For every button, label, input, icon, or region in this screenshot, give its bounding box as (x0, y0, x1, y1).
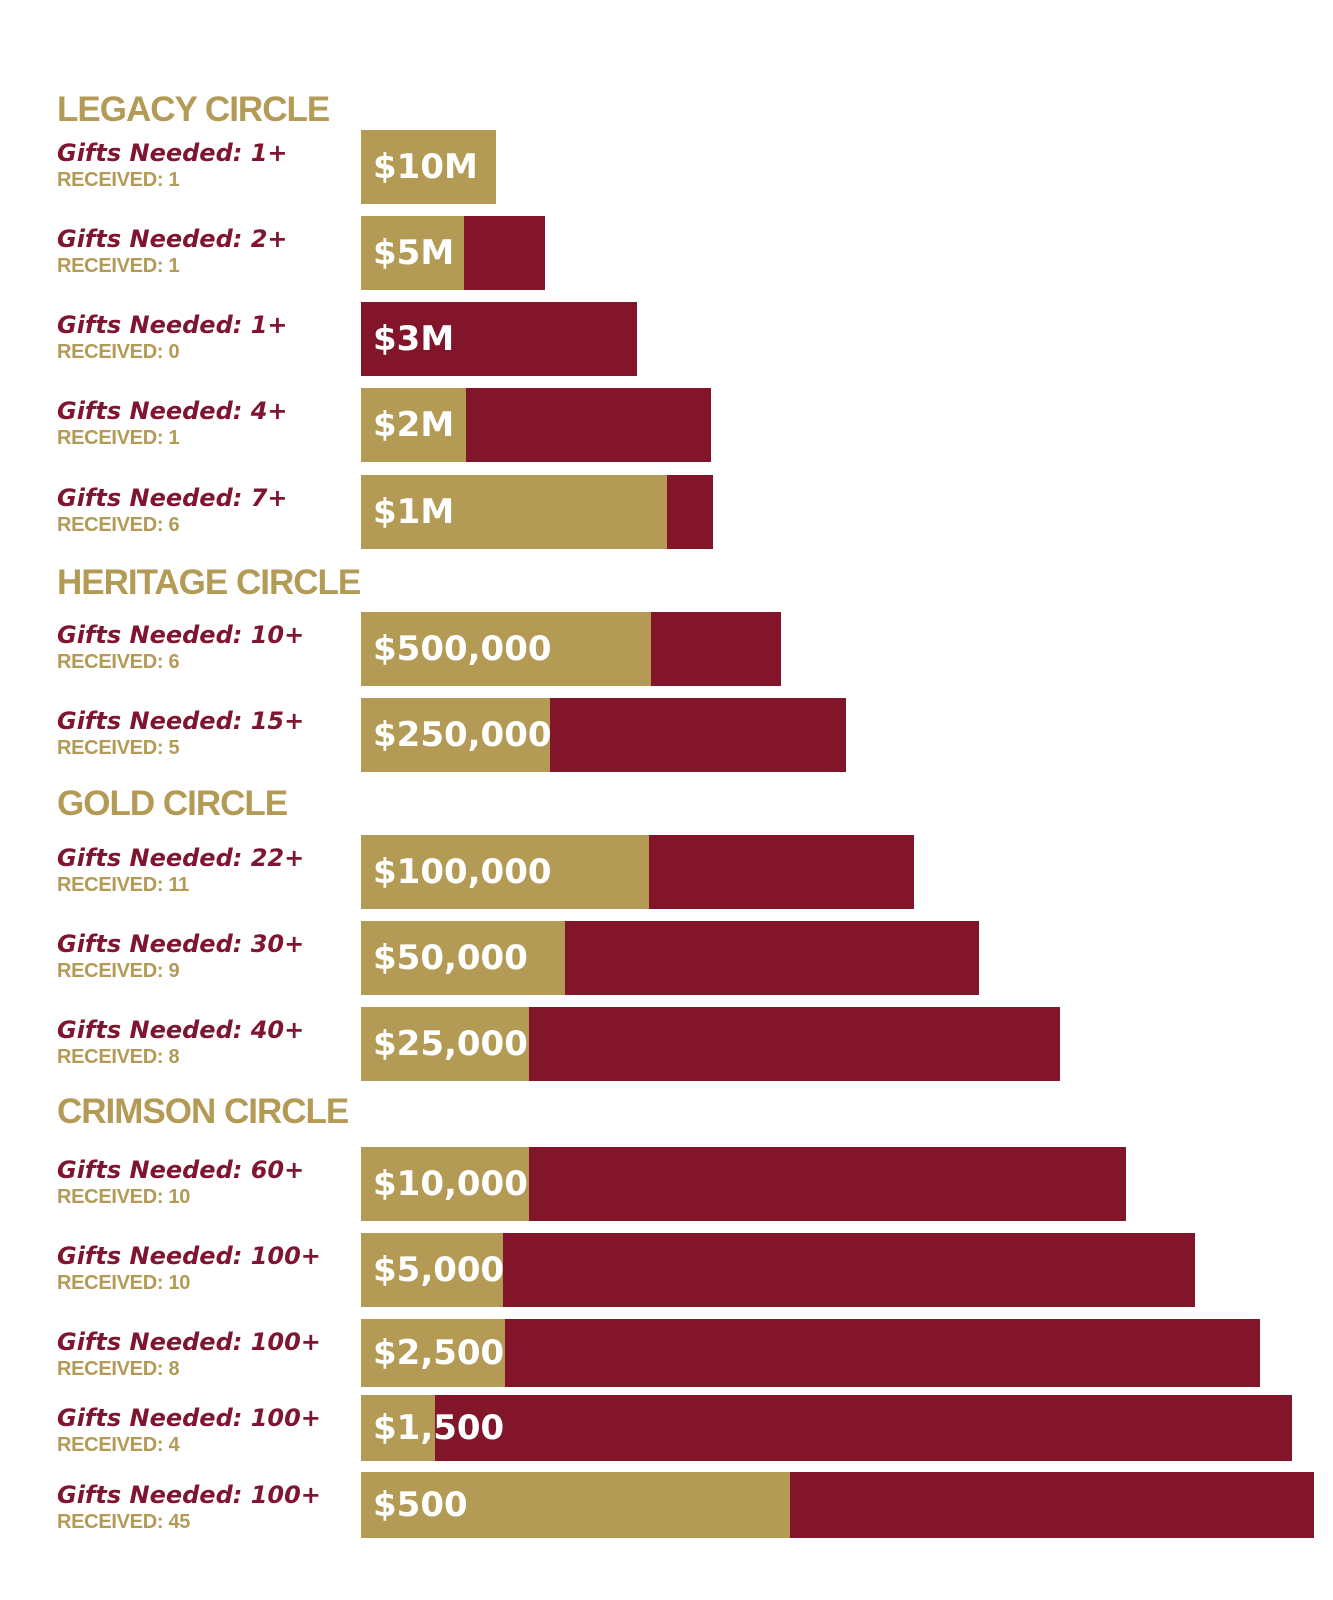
tier-amount: $100,000 (373, 852, 552, 892)
gifts-needed-label: Gifts Needed: 100+ (57, 1481, 321, 1509)
gifts-needed-label: Gifts Needed: 100+ (57, 1242, 321, 1270)
circle-title: LEGACY CIRCLE (57, 90, 330, 129)
received-fill (361, 698, 551, 772)
tier-amount: $1,500 (373, 1408, 505, 1448)
gifts-needed-label: Gifts Needed: 15+ (57, 707, 305, 735)
received-count-label: RECEIVED: 45 (57, 1511, 191, 1533)
tier-amount: $5M (373, 233, 455, 273)
received-count-label: RECEIVED: 11 (57, 874, 190, 896)
tier-bar: $100,000 (361, 835, 914, 909)
received-fill (361, 921, 565, 995)
received-fill (361, 1395, 436, 1461)
tier-amount: $1M (373, 492, 455, 532)
received-count-label: RECEIVED: 5 (57, 737, 180, 759)
gifts-needed-label: Gifts Needed: 100+ (57, 1404, 321, 1432)
tier-bar: $250,000 (361, 698, 846, 772)
tier-bar: $25,000 (361, 1007, 1060, 1081)
tier-amount: $3M (373, 319, 455, 359)
tier-amount: $500 (373, 1485, 468, 1525)
received-count-label: RECEIVED: 6 (57, 514, 180, 536)
gifts-needed-label: Gifts Needed: 2+ (57, 225, 288, 253)
circle-title: HERITAGE CIRCLE (57, 563, 361, 602)
tier-bar: $2,500 (361, 1319, 1260, 1387)
gifts-needed-label: Gifts Needed: 4+ (57, 397, 288, 425)
tier-bar: $500 (361, 1472, 1314, 1538)
received-fill (361, 1319, 505, 1387)
received-count-label: RECEIVED: 0 (57, 341, 180, 363)
circle-title: GOLD CIRCLE (57, 784, 288, 823)
gifts-needed-label: Gifts Needed: 30+ (57, 930, 305, 958)
tier-amount: $250,000 (373, 715, 552, 755)
tier-amount: $5,000 (373, 1250, 505, 1290)
received-fill (361, 388, 466, 462)
received-count-label: RECEIVED: 10 (57, 1272, 191, 1294)
tier-bar: $2M (361, 388, 711, 462)
tier-amount: $25,000 (373, 1024, 528, 1064)
gifts-needed-label: Gifts Needed: 10+ (57, 621, 305, 649)
received-count-label: RECEIVED: 8 (57, 1358, 180, 1380)
received-count-label: RECEIVED: 8 (57, 1046, 180, 1068)
gifts-needed-label: Gifts Needed: 40+ (57, 1016, 305, 1044)
received-fill (361, 1007, 529, 1081)
gifts-needed-label: Gifts Needed: 60+ (57, 1156, 305, 1184)
received-fill (361, 612, 651, 686)
circle-title: CRIMSON CIRCLE (57, 1092, 349, 1131)
received-fill (361, 1472, 790, 1538)
gifts-needed-label: Gifts Needed: 100+ (57, 1328, 321, 1356)
tier-amount: $10M (373, 147, 478, 187)
tier-bar: $50,000 (361, 921, 979, 995)
received-count-label: RECEIVED: 4 (57, 1434, 180, 1456)
tier-bar: $5M (361, 216, 545, 290)
tier-bar: $1,500 (361, 1395, 1292, 1461)
received-count-label: RECEIVED: 1 (57, 169, 180, 191)
tier-amount: $2M (373, 405, 455, 445)
received-count-label: RECEIVED: 1 (57, 255, 180, 277)
gifts-needed-label: Gifts Needed: 7+ (57, 484, 288, 512)
received-count-label: RECEIVED: 9 (57, 960, 180, 982)
tier-bar: $1M (361, 475, 713, 549)
tier-bar: $5,000 (361, 1233, 1195, 1307)
received-count-label: RECEIVED: 6 (57, 651, 180, 673)
received-fill (361, 1147, 530, 1221)
tier-bar: $10M (361, 130, 496, 204)
tier-bar: $3M (361, 302, 637, 376)
tier-bar: $500,000 (361, 612, 781, 686)
received-count-label: RECEIVED: 1 (57, 427, 180, 449)
received-fill (361, 475, 668, 549)
tier-amount: $2,500 (373, 1333, 505, 1373)
received-count-label: RECEIVED: 10 (57, 1186, 191, 1208)
tier-amount: $10,000 (373, 1164, 528, 1204)
tier-bar: $10,000 (361, 1147, 1126, 1221)
tier-amount: $500,000 (373, 629, 552, 669)
gifts-needed-label: Gifts Needed: 1+ (57, 311, 288, 339)
received-fill (361, 216, 465, 290)
received-fill (361, 130, 496, 204)
gifts-needed-label: Gifts Needed: 22+ (57, 844, 305, 872)
received-fill (361, 835, 649, 909)
received-fill (361, 1233, 503, 1307)
gifts-needed-label: Gifts Needed: 1+ (57, 139, 288, 167)
tier-amount: $50,000 (373, 938, 528, 978)
